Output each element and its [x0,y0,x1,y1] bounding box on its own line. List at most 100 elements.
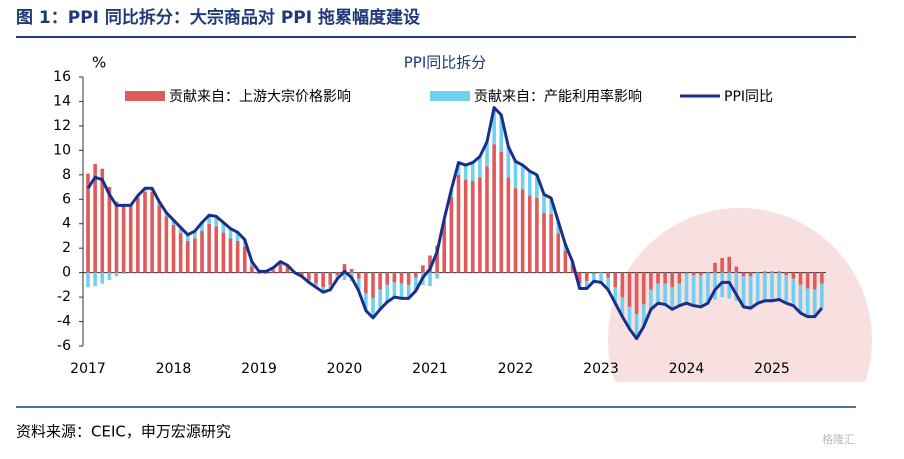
bar [798,272,803,285]
bar [235,232,240,241]
bar [549,198,553,214]
chart-title: PPI同比拆分 [404,54,487,72]
bar [278,264,283,273]
x-tick-label: 2019 [241,361,277,377]
bar [349,268,354,273]
bar [200,222,204,232]
bar [321,287,325,293]
bar [399,283,404,299]
bar [812,289,817,317]
bar [371,272,375,299]
bar [121,204,126,273]
bar [805,272,810,289]
bar [342,272,347,280]
bar [691,272,696,276]
bar [485,166,489,273]
bar [157,205,162,273]
bar [421,265,425,273]
bar [670,287,675,310]
bar [385,284,390,302]
bar [250,266,254,273]
y-tick-label: -4 [57,314,71,330]
bar [207,215,211,224]
bar [542,212,546,273]
bar [143,191,147,273]
bar [492,107,496,145]
bar [763,272,767,302]
bar [641,304,646,327]
bar [492,144,496,273]
source: 资料来源：CEIC，申万宏源研究 [16,423,231,441]
bar [356,272,361,279]
bar [356,278,361,291]
bar [299,272,304,276]
bar [777,272,781,301]
bar [777,271,781,273]
bar [584,272,589,282]
bar [264,272,268,274]
legend-swatch [430,91,470,101]
bar [178,227,183,234]
bar [406,272,411,285]
bar [677,272,682,284]
bar [613,272,618,288]
bar [221,222,226,233]
bar [748,276,753,309]
bar [86,173,90,273]
bar [114,272,119,277]
bar [613,287,618,304]
bar [627,272,632,307]
bar [820,283,824,309]
bar [207,223,211,273]
bar [684,273,689,304]
bar [634,314,639,339]
bar [791,272,796,279]
bar [734,266,739,273]
bar [634,272,639,315]
bar [720,272,724,298]
x-tick-label: 2018 [156,361,192,377]
bar [535,198,539,273]
bar [535,174,539,199]
bar [720,257,724,273]
bar [321,272,325,288]
bar [136,198,140,273]
bar [328,272,333,285]
bar [478,177,482,273]
bar [428,272,432,287]
y-tick-label: 2 [62,240,71,256]
bar [649,289,653,310]
bar [378,272,382,290]
mask [0,382,904,459]
bar [456,162,461,175]
y-tick-label: -2 [57,289,71,305]
x-tick-label: 2025 [754,361,790,377]
bar [770,271,774,273]
legend-swatch [125,91,165,101]
bar [741,272,746,277]
bar [485,141,489,167]
legend-label: PPI同比 [724,89,773,105]
bar [698,272,703,276]
bar [663,283,667,305]
bar [663,272,667,284]
bar [164,216,169,273]
bar [463,165,468,180]
bar [741,276,746,307]
y-tick-label: -6 [57,338,71,354]
bar [428,255,432,273]
bar [698,275,703,307]
bar [285,266,290,273]
bar [713,272,717,300]
bar [235,240,240,273]
bar [150,191,154,273]
bar [392,272,397,283]
x-tick-label: 2017 [70,361,106,377]
bar [121,272,126,274]
bar [371,298,375,318]
x-tick-label: 2020 [327,361,363,377]
legend-label: 贡献来自：产能利用率影响 [474,88,642,105]
bar [470,162,475,181]
